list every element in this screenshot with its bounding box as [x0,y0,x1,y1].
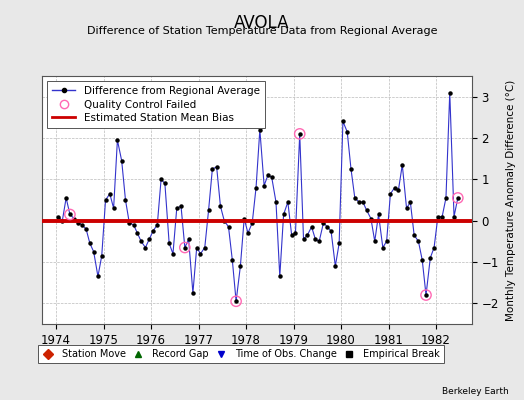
Point [66,211,74,218]
Text: Difference of Station Temperature Data from Regional Average: Difference of Station Temperature Data f… [87,26,437,36]
Text: Berkeley Earth: Berkeley Earth [442,387,508,396]
Point [422,292,430,298]
Point [296,131,304,137]
Point [181,244,189,251]
Text: AVOLA: AVOLA [234,14,290,32]
Point [232,298,241,304]
Y-axis label: Monthly Temperature Anomaly Difference (°C): Monthly Temperature Anomaly Difference (… [506,79,516,321]
Legend: Difference from Regional Average, Quality Control Failed, Estimated Station Mean: Difference from Regional Average, Qualit… [47,81,265,128]
Point [454,195,462,201]
Legend: Station Move, Record Gap, Time of Obs. Change, Empirical Break: Station Move, Record Gap, Time of Obs. C… [38,345,444,363]
